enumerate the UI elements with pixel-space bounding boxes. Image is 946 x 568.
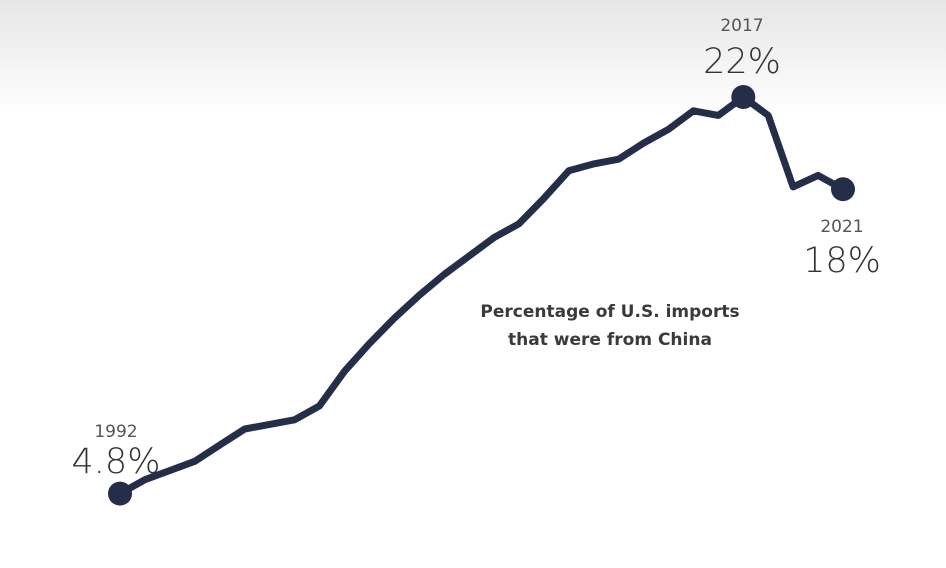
annotation-value-2017: 22%: [703, 42, 781, 82]
annotation-year-2017: 2017: [720, 16, 763, 36]
line-caption-line-1: Percentage of U.S. imports: [480, 302, 739, 322]
series-line: [120, 97, 843, 494]
peak-marker-2017: [731, 85, 755, 109]
start-marker-1992: [108, 482, 132, 506]
annotation-value-1992: 4.8%: [72, 442, 161, 482]
end-marker-2021: [831, 177, 855, 201]
line-caption-line-2: that were from China: [508, 330, 712, 350]
annotation-value-2021: 18%: [803, 241, 881, 281]
annotation-year-2021: 2021: [820, 217, 863, 237]
annotation-year-1992: 1992: [94, 422, 137, 442]
